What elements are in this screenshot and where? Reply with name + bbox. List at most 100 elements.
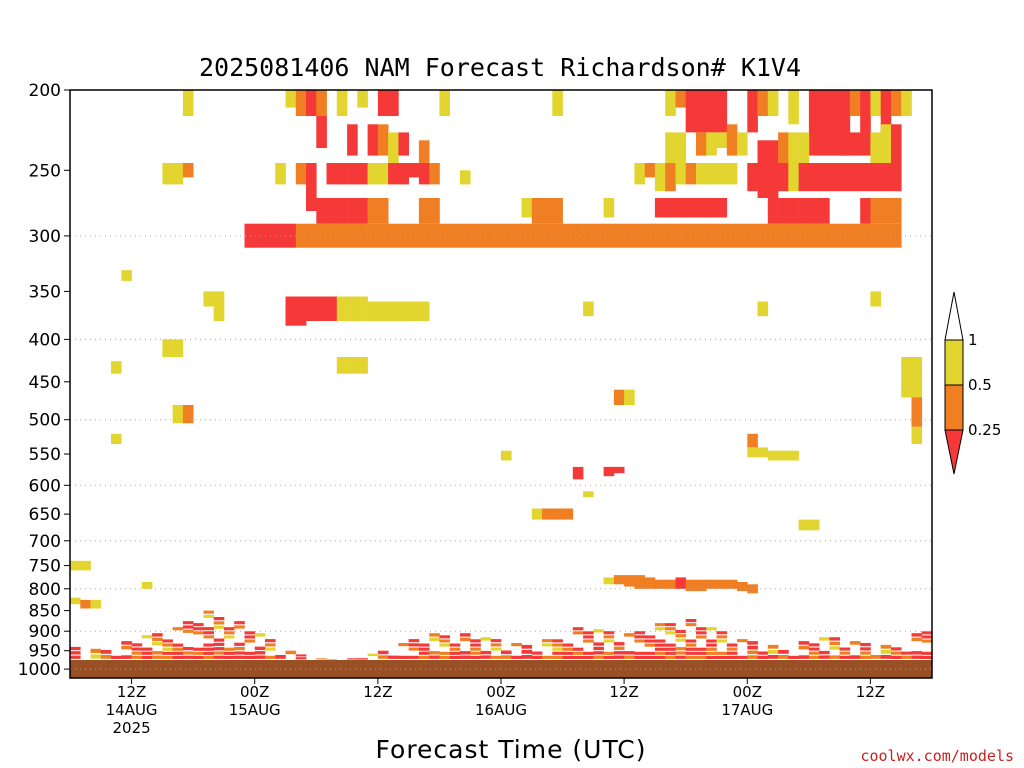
- boundary-layer-cell: [193, 631, 204, 635]
- heatmap-cell: [347, 124, 358, 156]
- boundary-layer-cell: [501, 655, 512, 659]
- boundary-layer-cell: [634, 639, 645, 643]
- boundary-layer-cell: [172, 655, 184, 659]
- boundary-layer-cell: [152, 642, 163, 646]
- boundary-layer-cell: [808, 647, 820, 651]
- heatmap-cell: [839, 163, 851, 192]
- heatmap-cell: [377, 301, 389, 321]
- heatmap-cell: [654, 163, 666, 192]
- heatmap-cell: [737, 132, 748, 156]
- boundary-layer-cell: [172, 651, 184, 655]
- heatmap-cell: [306, 90, 317, 116]
- boundary-layer-cell: [654, 651, 666, 655]
- heatmap-cell: [860, 198, 871, 224]
- boundary-layer-cell: [644, 643, 656, 647]
- boundary-layer-cell: [234, 651, 245, 655]
- boundary-layer-cell: [808, 643, 820, 647]
- y-tick-label: 350: [29, 282, 61, 302]
- boundary-layer-cell: [552, 655, 563, 659]
- boundary-layer-cell: [685, 651, 697, 655]
- boundary-layer-cell: [70, 655, 81, 659]
- heatmap-cell: [326, 296, 338, 321]
- boundary-layer-cell: [716, 635, 728, 639]
- boundary-layer-cell: [234, 625, 245, 629]
- boundary-layer-cell: [460, 633, 471, 637]
- boundary-layer-cell: [624, 651, 635, 655]
- heatmap-cell: [685, 223, 697, 248]
- heatmap-cell: [839, 90, 851, 156]
- boundary-layer-cell: [357, 658, 368, 660]
- heatmap-cell: [675, 198, 687, 218]
- boundary-layer-cell: [921, 655, 933, 659]
- boundary-layer-cell: [254, 651, 266, 655]
- boundary-layer-cell: [603, 631, 615, 635]
- heatmap-cell: [521, 223, 533, 248]
- heatmap-cell: [388, 132, 399, 171]
- heatmap-cell: [172, 405, 184, 424]
- heatmap-cell: [111, 433, 122, 444]
- heatmap-cell: [696, 198, 707, 218]
- boundary-layer-cell: [901, 655, 912, 659]
- boundary-layer-cell: [213, 617, 225, 621]
- boundary-layer-cell: [193, 655, 204, 659]
- heatmap-cell: [285, 90, 297, 108]
- boundary-layer-cell: [347, 659, 358, 660]
- heatmap-cell: [870, 132, 881, 171]
- heatmap-cell: [808, 223, 820, 248]
- x-tick-label: 00Z: [486, 683, 515, 701]
- heatmap-cell: [716, 90, 728, 133]
- boundary-layer-cell: [490, 655, 502, 659]
- heatmap-cell: [757, 90, 769, 116]
- boundary-layer-cell: [829, 655, 840, 659]
- heatmap-cell: [706, 90, 717, 133]
- boundary-layer-cell: [439, 639, 450, 643]
- boundary-layer-cell: [234, 647, 245, 651]
- boundary-layer-cell: [798, 641, 810, 645]
- boundary-layer-cell: [572, 655, 584, 659]
- boundary-layer-cell: [675, 647, 687, 651]
- boundary-layer-cell: [685, 655, 697, 659]
- boundary-layer-cell: [172, 643, 184, 647]
- heatmap-cell: [501, 223, 512, 248]
- credit-link[interactable]: coolwx.com/models: [860, 747, 1014, 765]
- boundary-layer-cell: [408, 647, 420, 651]
- heatmap-cell: [244, 223, 256, 248]
- boundary-layer-cell: [223, 647, 235, 651]
- boundary-layer-cell: [193, 647, 204, 651]
- boundary-layer-cell: [685, 647, 697, 651]
- heatmap-cell: [172, 163, 184, 185]
- boundary-layer-cell: [203, 614, 214, 618]
- boundary-layer-cell: [644, 635, 656, 639]
- boundary-layer-cell: [511, 643, 522, 647]
- heatmap-cell: [306, 296, 317, 321]
- boundary-layer-cell: [316, 658, 327, 659]
- boundary-layer-cell: [778, 650, 789, 654]
- boundary-layer-cell: [295, 657, 307, 660]
- heatmap-cell: [696, 163, 707, 185]
- boundary-layer-cell: [911, 637, 923, 642]
- y-tick-label: 750: [29, 557, 61, 577]
- heatmap-cell: [336, 296, 348, 321]
- heatmap-cell: [295, 223, 307, 248]
- y-tick-label: 700: [29, 532, 61, 552]
- boundary-layer-cell: [654, 647, 666, 651]
- heatmap-cell: [726, 124, 738, 156]
- boundary-layer-cell: [460, 651, 471, 655]
- colorbar-orange: [944, 384, 964, 431]
- heatmap-cell: [798, 132, 810, 163]
- boundary-layer-cell: [747, 655, 758, 659]
- heatmap-cell: [696, 223, 707, 248]
- boundary-layer-cell: [100, 650, 112, 654]
- boundary-layer-cell: [141, 635, 153, 639]
- heatmap-cell: [316, 223, 327, 248]
- boundary-layer-cell: [613, 642, 625, 646]
- boundary-layer-cell: [613, 646, 625, 650]
- boundary-layer-cell: [685, 643, 697, 647]
- heatmap-cell: [377, 223, 389, 248]
- heatmap-cell: [808, 198, 820, 224]
- boundary-layer-cell: [911, 655, 923, 659]
- y-axis: 200 250 300 350 400 450 500 550 600 650 700 750 8008…: [18, 81, 70, 680]
- boundary-layer-cell: [244, 635, 256, 639]
- heatmap-cell: [757, 163, 769, 198]
